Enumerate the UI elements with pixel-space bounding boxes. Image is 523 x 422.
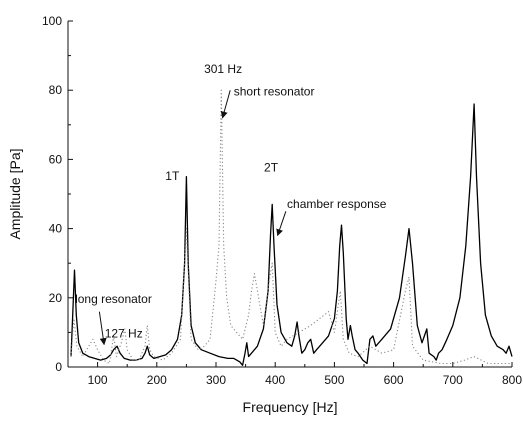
x-tick-label: 500 [324,373,344,387]
annotation-label: chamber response [287,197,387,211]
annotation-label: 301 Hz [204,62,242,76]
annotations: 301 Hz short resonator 1T 2T chamber respons… [75,62,387,346]
y-axis-title: Amplitude [Pa] [7,148,23,239]
annotation-label: short resonator [234,84,315,98]
y-tick-label: 80 [49,83,63,97]
annotation-label: 2T [264,161,279,175]
y-tick-label: 100 [42,14,62,28]
annotation-arrow [220,90,231,119]
x-tick-label: 600 [384,373,404,387]
y-tick-label: 20 [49,291,63,305]
y-tick-label: 40 [49,222,63,236]
x-tick-label: 100 [88,373,108,387]
axes: 100 200 300 400 500 600 700 800 0 20 40 60 80 100 [42,14,522,387]
annotation-arrow [98,311,107,346]
chamber-response-line [70,103,513,366]
annotation-label: 127 Hz [105,327,143,341]
x-tick-label: 800 [502,373,522,387]
annotation-arrow [276,211,287,237]
series-group [70,89,513,366]
y-tick-label: 60 [49,152,63,166]
x-axis-title: Frequency [Hz] [243,399,338,415]
x-tick-label: 400 [265,373,285,387]
resonator-dotted-line [70,89,512,365]
x-tick-label: 200 [147,373,167,387]
annotation-label: 1T [165,169,180,183]
y-tick-label: 0 [55,360,62,374]
annotation-label: long resonator [75,292,152,306]
x-tick-label: 300 [206,373,226,387]
x-tick-label: 700 [443,373,463,387]
